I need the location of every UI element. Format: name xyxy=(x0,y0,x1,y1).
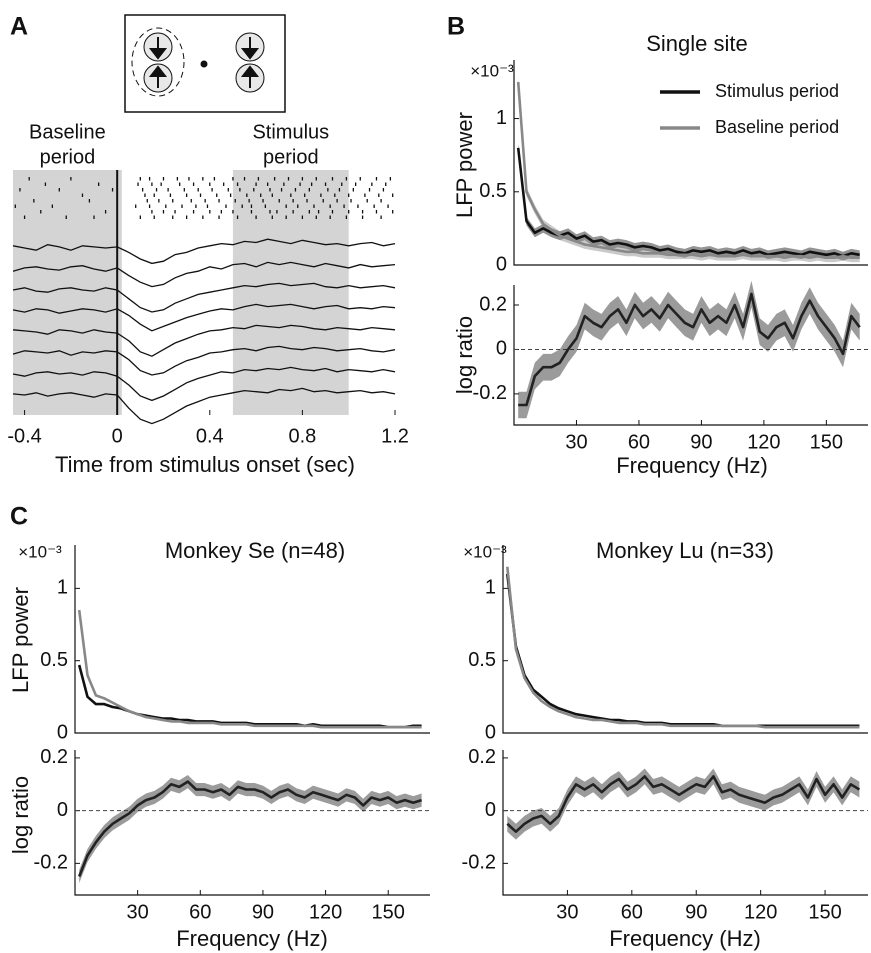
period-label: period xyxy=(263,146,319,168)
y-tick-label: 0.5 xyxy=(479,180,507,202)
panel-label: C xyxy=(10,503,28,531)
axes xyxy=(513,285,868,426)
y-tick-label: 1 xyxy=(57,577,68,599)
y-tick-label: 0.2 xyxy=(40,746,68,768)
panel-label: A xyxy=(10,13,28,41)
series-line xyxy=(77,780,422,877)
chart-title: Single site xyxy=(646,31,748,56)
error-band xyxy=(79,775,422,884)
y-tick-label: -0.2 xyxy=(462,852,496,874)
y-tick-label: -0.2 xyxy=(473,382,507,404)
y-tick-label: 0.2 xyxy=(468,746,496,768)
error-band xyxy=(518,280,860,419)
x-tick-label: 1.2 xyxy=(381,425,409,447)
axes xyxy=(502,545,868,734)
shaded-period xyxy=(13,170,122,415)
x-tick-label: 0.8 xyxy=(288,425,316,447)
y-tick-label: 1 xyxy=(496,107,507,129)
x-tick-label: 120 xyxy=(744,901,777,923)
lfp-trace xyxy=(12,282,396,313)
y-axis-label: log ratio xyxy=(8,776,33,854)
axes xyxy=(502,750,868,896)
y-tick-label: 0 xyxy=(57,799,68,821)
x-tick-label: 150 xyxy=(810,431,843,453)
fixation-point xyxy=(200,60,208,68)
motion-arrows xyxy=(148,37,260,88)
x-tick-label: 0 xyxy=(112,425,123,447)
x-axis-label: Frequency (Hz) xyxy=(176,926,328,951)
y-axis-label: log ratio xyxy=(452,316,477,394)
y-axis-label: LFP power xyxy=(8,587,33,693)
x-axis-label: Frequency (Hz) xyxy=(616,453,768,478)
period-label: Stimulus xyxy=(252,121,329,143)
series-line xyxy=(518,292,861,407)
x-tick-label: 30 xyxy=(565,431,587,453)
x-axis-label: Frequency (Hz) xyxy=(609,926,761,951)
axes xyxy=(74,545,430,734)
series-line xyxy=(516,147,860,258)
x-tick-label: 60 xyxy=(628,431,650,453)
legend-label: Baseline period xyxy=(715,117,839,137)
chart-title: Monkey Se (n=48) xyxy=(165,538,345,563)
x-tick-label: 30 xyxy=(127,901,149,923)
x-tick-label: 120 xyxy=(747,431,780,453)
period-label: Baseline xyxy=(29,121,106,143)
y-tick-label: 1 xyxy=(485,577,496,599)
y-tick-label: 0.5 xyxy=(40,649,68,671)
series-line xyxy=(77,664,422,729)
x-tick-label: 150 xyxy=(372,901,405,923)
axes xyxy=(74,750,430,896)
y-tick-label: 0 xyxy=(485,799,496,821)
x-tick-label: 60 xyxy=(621,901,643,923)
lfp-trace xyxy=(12,345,396,376)
series-line xyxy=(506,566,860,729)
series-line xyxy=(77,609,422,729)
lfp-trace xyxy=(12,387,396,425)
x-axis-label: Time from stimulus onset (sec) xyxy=(55,452,355,477)
chart-title: Monkey Lu (n=33) xyxy=(596,538,774,563)
x-tick-label: 0.4 xyxy=(196,425,224,447)
y-axis-label: LFP power xyxy=(452,112,477,218)
x-tick-label: 90 xyxy=(690,431,712,453)
stimulus-icon xyxy=(124,14,286,113)
x-tick-label: 90 xyxy=(685,901,707,923)
series-line xyxy=(506,775,861,833)
legend-label: Stimulus period xyxy=(715,81,839,101)
x-tick-label: 90 xyxy=(252,901,274,923)
x-tick-label: -0.4 xyxy=(7,425,41,447)
y-tick-label: 0.5 xyxy=(468,649,496,671)
y-tick-label: 0.2 xyxy=(479,293,507,315)
icon-frame xyxy=(124,14,286,113)
y-tick-label: 0 xyxy=(496,253,507,275)
lfp-trace xyxy=(12,303,396,332)
x-tick-label: 120 xyxy=(309,901,342,923)
error-band xyxy=(507,768,860,840)
lfp-trace xyxy=(12,261,396,288)
receptive-field xyxy=(131,27,185,97)
lfp-trace xyxy=(12,366,396,402)
series-line xyxy=(516,81,860,259)
y-tick-label: 0 xyxy=(57,721,68,743)
axis-multiplier: ×10⁻³ xyxy=(470,61,514,80)
x-tick-label: 60 xyxy=(189,901,211,923)
lfp-trace xyxy=(12,238,396,265)
lfp-trace xyxy=(12,324,396,357)
x-tick-label: 30 xyxy=(556,901,578,923)
axis-multiplier: ×10⁻³ xyxy=(463,542,507,561)
period-label: period xyxy=(40,146,96,168)
y-tick-label: 0 xyxy=(496,338,507,360)
y-tick-label: 0 xyxy=(485,721,496,743)
shaded-period xyxy=(232,170,349,415)
x-tick-label: 150 xyxy=(808,901,841,923)
y-tick-label: -0.2 xyxy=(34,852,68,874)
series-line xyxy=(506,573,860,728)
axis-multiplier: ×10⁻³ xyxy=(18,542,62,561)
panel-label: B xyxy=(447,13,465,41)
